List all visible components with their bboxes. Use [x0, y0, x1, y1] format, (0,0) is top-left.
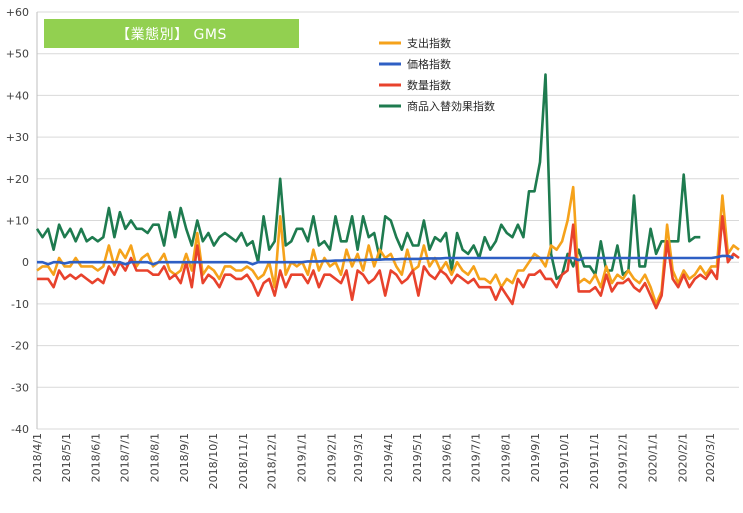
x-tick-label: 2018/9/1 [178, 433, 191, 482]
x-tick-label: 2019/3/1 [352, 433, 365, 482]
series-line-4 [35, 73, 701, 281]
x-tick-label: 2019/6/1 [441, 433, 454, 482]
y-tick-label: +20 [6, 173, 29, 186]
x-tick-label: 2019/4/1 [382, 433, 395, 482]
x-tick-label: 2020/2/1 [676, 433, 689, 482]
x-tick-label: 2020/3/1 [704, 433, 717, 482]
y-tick-label: +30 [6, 131, 29, 144]
x-tick-label: 2019/5/1 [411, 433, 424, 482]
x-tick-label: 2018/12/1 [266, 433, 279, 489]
legend-label: 商品入替効果指数 [407, 99, 495, 113]
y-tick-label: -20 [11, 340, 29, 353]
legend-label: 支出指数 [407, 36, 451, 50]
series-line-3 [37, 215, 740, 310]
y-tick-label: +60 [6, 6, 29, 19]
y-tick-label: -10 [11, 298, 29, 311]
x-tick-label: 2018/11/1 [237, 433, 250, 489]
y-tick-label: +50 [6, 48, 29, 61]
series-line-2 [37, 254, 734, 266]
y-tick-label: 0 [22, 256, 29, 269]
x-tick-label: 2018/7/1 [119, 433, 132, 482]
legend-label: 価格指数 [407, 57, 451, 71]
x-tick-label: 2019/9/1 [529, 433, 542, 482]
x-tick-label: 2019/10/1 [558, 433, 571, 489]
y-tick-label: -30 [11, 381, 29, 394]
x-tick-label: 2019/11/1 [588, 433, 601, 489]
x-tick-label: 2018/10/1 [207, 433, 220, 489]
x-tick-label: 2019/8/1 [499, 433, 512, 482]
y-tick-label: -40 [11, 423, 29, 436]
x-tick-label: 2018/6/1 [90, 433, 103, 482]
legend-label: 数量指数 [407, 78, 451, 92]
x-tick-label: 2018/8/1 [148, 433, 161, 482]
x-tick-label: 2018/4/1 [31, 433, 44, 482]
y-tick-label: +10 [6, 215, 29, 228]
x-tick-label: 2019/1/1 [295, 433, 308, 482]
x-tick-label: 2019/12/1 [617, 433, 630, 489]
y-tick-label: +40 [6, 89, 29, 102]
series-line-1 [36, 185, 740, 306]
x-tick-label: 2018/5/1 [60, 433, 73, 482]
x-tick-label: 2019/7/1 [470, 433, 483, 482]
chart-title-box: 【業態別】 GMS [44, 19, 299, 48]
x-tick-labels: 2018/4/1 2018/5/1 2018/6/1 2018/7/1 2018/8/1… [31, 433, 717, 489]
x-tick-label: 2020/1/1 [646, 433, 659, 482]
y-tick-labels: +60 +50 +40 +30 +20 +10 0 -10 -20 -30 -40 [6, 6, 29, 436]
gridlines [37, 11, 739, 430]
x-tick-label: 2019/2/1 [325, 433, 338, 482]
series-lines [35, 73, 740, 310]
chart-title: 【業態別】 GMS [116, 26, 227, 43]
